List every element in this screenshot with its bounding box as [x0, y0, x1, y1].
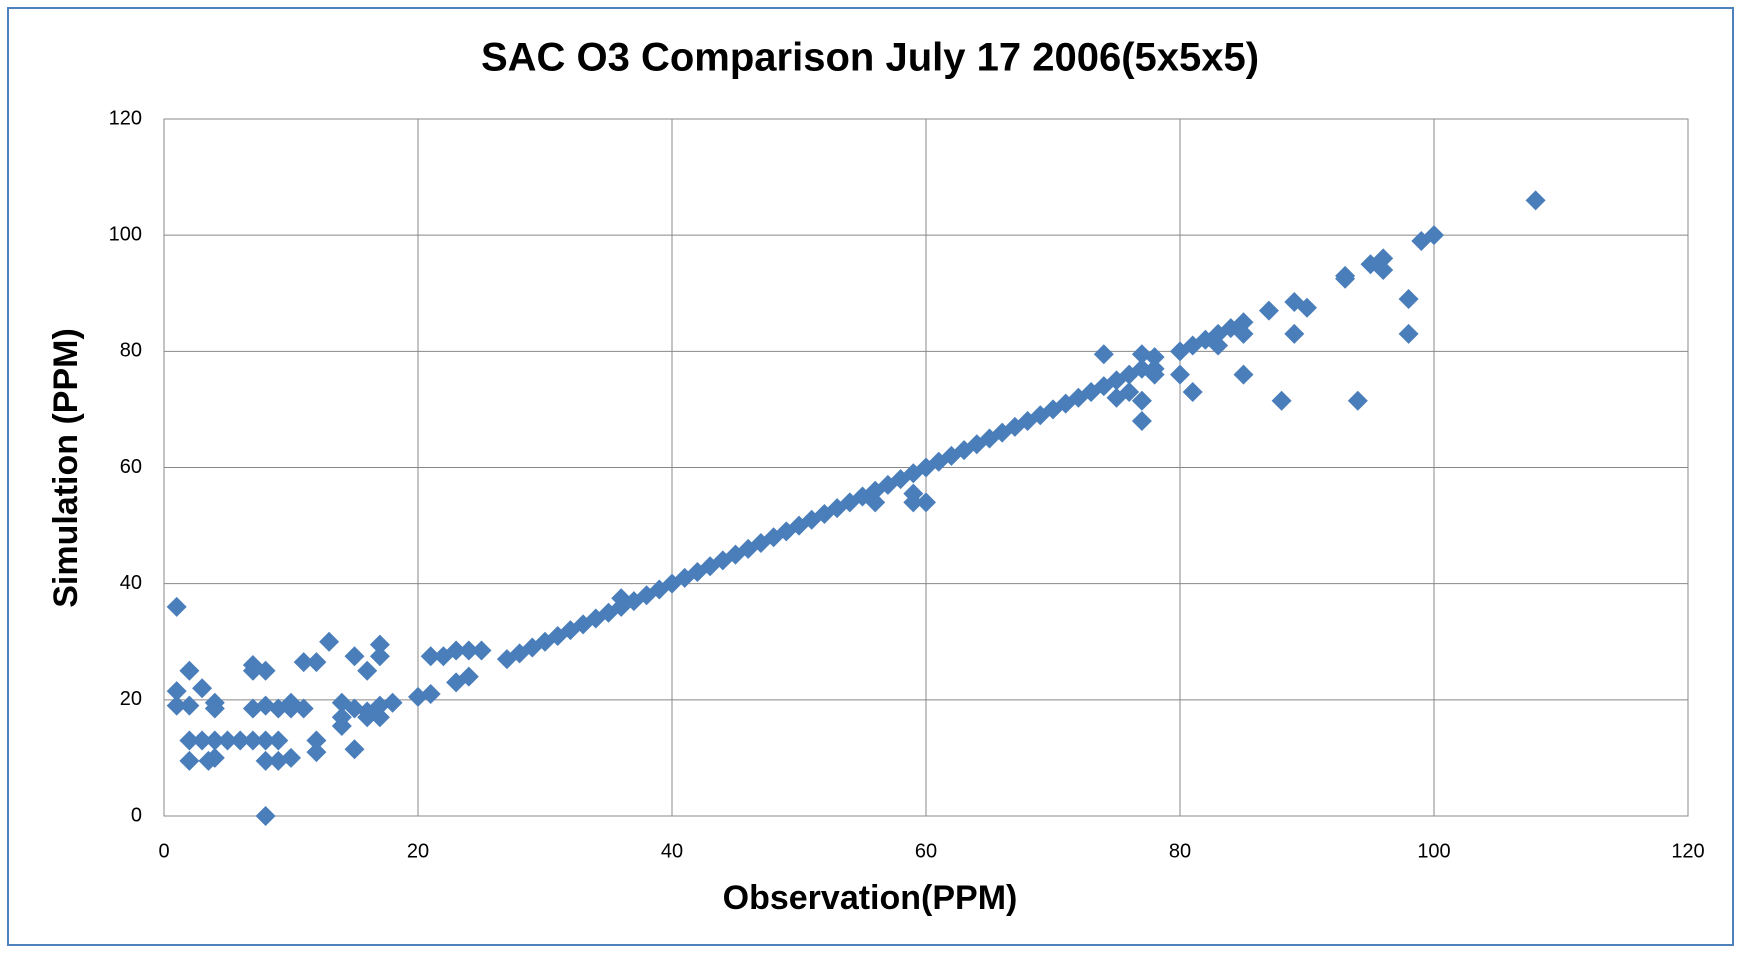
y-tick-label: 100	[109, 223, 142, 245]
x-axis-label: Observation(PPM)	[723, 879, 1018, 917]
scatter-point	[1131, 390, 1152, 411]
y-tick-label: 0	[131, 804, 142, 826]
scatter-point	[420, 684, 441, 705]
scatter-point	[166, 695, 187, 716]
scatter-point	[268, 730, 289, 751]
scatter-point	[1119, 381, 1140, 402]
scatter-point	[369, 634, 390, 655]
scatter-point	[192, 678, 213, 699]
scatter-point	[458, 666, 479, 687]
scatter-point	[293, 698, 314, 719]
scatter-point	[1131, 411, 1152, 432]
scatter-point	[255, 660, 276, 681]
scatter-point	[1144, 347, 1165, 368]
y-tick-label: 60	[120, 456, 142, 478]
scatter-point	[1398, 289, 1419, 310]
scatter-point	[903, 492, 924, 513]
scatter-point	[281, 747, 301, 768]
scatter-point	[496, 649, 517, 670]
x-tick-label: 100	[1417, 840, 1450, 862]
scatter-point	[1424, 225, 1444, 246]
scatter-point	[1233, 312, 1254, 333]
scatter-point	[1093, 344, 1114, 365]
scatter-point	[369, 646, 390, 667]
scatter-point	[306, 730, 327, 751]
scatter-point	[242, 660, 263, 681]
scatter-point	[1373, 260, 1394, 281]
scatter-point	[217, 730, 238, 751]
scatter-point	[1335, 268, 1356, 289]
scatter-point	[1373, 248, 1394, 269]
scatter-point	[344, 739, 365, 760]
scatter-point	[1182, 381, 1203, 402]
scatter-point	[255, 806, 276, 826]
scatter-point	[306, 742, 327, 763]
y-tick-label: 20	[120, 688, 142, 710]
scatter-point	[1233, 323, 1254, 344]
x-tick-label: 80	[1169, 840, 1191, 862]
y-axis-label: Simulation (PPM)	[47, 328, 85, 608]
scatter-point	[446, 640, 467, 661]
x-tick-label: 60	[915, 840, 937, 862]
scatter-point	[242, 730, 263, 751]
scatter-point	[204, 698, 225, 719]
scatter-point	[1258, 300, 1279, 321]
scatter-point	[179, 660, 200, 681]
scatter-point	[1347, 390, 1368, 411]
scatter-point	[306, 652, 327, 673]
scatter-point	[192, 730, 213, 751]
x-tick-label: 20	[407, 840, 429, 862]
scatter-point	[230, 730, 251, 751]
scatter-point	[1525, 190, 1546, 211]
scatter-point	[916, 492, 936, 513]
plot-area	[163, 118, 1689, 817]
scatter-point	[179, 750, 200, 771]
scatter-point	[281, 698, 301, 719]
scatter-point	[1170, 364, 1190, 385]
scatter-point	[204, 730, 225, 751]
x-tick-label: 0	[158, 840, 169, 862]
scatter-point	[179, 730, 200, 751]
scatter-point	[1144, 364, 1165, 385]
y-tick-label: 40	[120, 572, 142, 594]
scatter-point	[331, 707, 352, 728]
scatter-point	[344, 646, 365, 667]
scatter-point	[1284, 323, 1305, 344]
scatter-point	[166, 681, 187, 702]
scatter-point	[255, 750, 276, 771]
scatter-point	[369, 707, 390, 728]
y-tick-label: 120	[109, 107, 142, 129]
scatter-point	[357, 660, 378, 681]
x-tick-label: 120	[1671, 840, 1704, 862]
scatter-point	[1297, 297, 1317, 318]
scatter-point	[1398, 323, 1419, 344]
chart-border	[7, 7, 1734, 946]
scatter-point	[204, 747, 225, 768]
scatter-point	[255, 730, 276, 751]
x-tick-label: 40	[661, 840, 683, 862]
scatter-point	[319, 631, 340, 652]
scatter-point	[865, 492, 886, 513]
scatter-point	[1208, 335, 1229, 356]
scatter-point	[179, 695, 200, 716]
chart-title: SAC O3 Comparison July 17 2006(5x5x5)	[481, 36, 1259, 80]
scatter-point	[166, 596, 187, 617]
scatter-point	[471, 640, 492, 661]
scatter-point	[382, 692, 403, 713]
scatter-point	[293, 652, 314, 673]
scatter-point	[458, 640, 479, 661]
y-tick-label: 80	[120, 340, 142, 362]
scatter-point	[1271, 390, 1292, 411]
scatter-point	[420, 646, 441, 667]
scatter-point	[1233, 364, 1254, 385]
